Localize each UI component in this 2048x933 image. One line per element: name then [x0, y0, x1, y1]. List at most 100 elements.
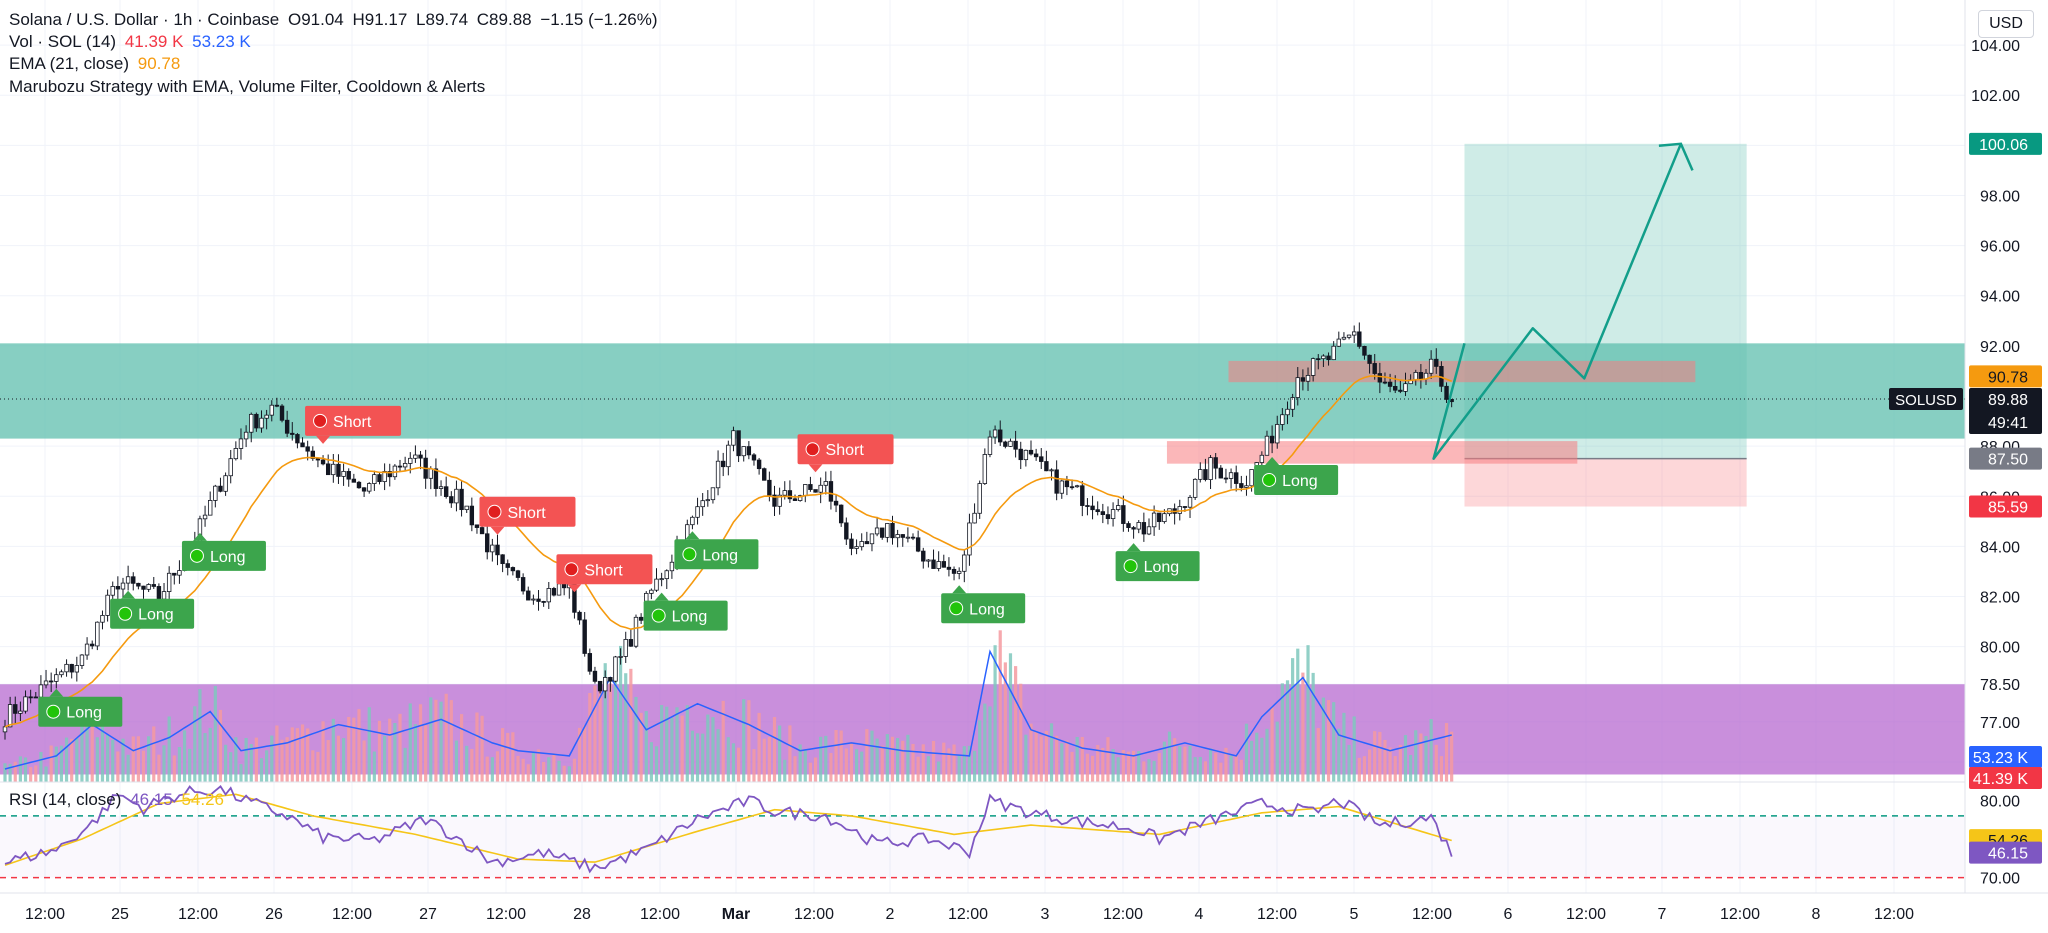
candle [438, 486, 444, 489]
volume-bar [1306, 645, 1310, 782]
volume-bar [116, 751, 120, 782]
green-dot-icon [1123, 559, 1138, 574]
volume-legend[interactable]: Vol · SOL (14) 41.39 K 53.23 K [9, 32, 255, 52]
volume-bar [1280, 683, 1284, 782]
signal-long[interactable]: Long [643, 592, 728, 631]
green-dot-icon [682, 547, 697, 562]
candle [838, 504, 844, 524]
signal-long[interactable]: Long [674, 531, 759, 570]
candle [1069, 486, 1075, 489]
candle [490, 544, 495, 553]
volume-bar [459, 714, 464, 782]
candle [1213, 457, 1218, 469]
candle [767, 479, 772, 496]
price-tag: 87.50 [1969, 447, 2042, 470]
candle [664, 570, 669, 580]
candle [905, 536, 911, 539]
volume-bar [270, 735, 274, 782]
candle [428, 468, 433, 479]
volume-bar [957, 754, 961, 782]
signal-long[interactable]: Long [1254, 456, 1339, 495]
time-axis[interactable]: 12:00 25 12:00 26 12:00 27 12:00 28 12:00 Mar 12:0… [0, 892, 2048, 923]
volume-bar [813, 757, 818, 782]
symbol-tag: SOLUSD [1889, 387, 1963, 410]
signal-short[interactable]: Short [479, 496, 576, 535]
volume-bar [413, 724, 417, 782]
volume-bar [352, 717, 356, 782]
price-tag-bg [1969, 365, 2042, 388]
green-dot-icon [1262, 472, 1277, 487]
rsi-legend[interactable]: RSI (14, close) 46.15 54.26 [9, 790, 228, 810]
candle [1157, 512, 1162, 523]
candle [1346, 334, 1352, 338]
long-position-profit[interactable] [1464, 143, 1747, 459]
candle [43, 680, 49, 686]
volume-bar [583, 725, 587, 782]
signal-short[interactable]: Short [797, 434, 894, 473]
currency-button[interactable]: USD [1978, 10, 2034, 38]
volume-bar [75, 738, 79, 782]
rsi-ma-value: 54.26 [181, 790, 224, 809]
candle [823, 481, 828, 486]
signal-short[interactable]: Short [556, 554, 653, 593]
volume-bar [249, 744, 253, 782]
price-tag-text: 100.06 [1979, 137, 2028, 154]
candle [1208, 457, 1213, 480]
entry-box[interactable] [1166, 441, 1578, 464]
candle [233, 448, 239, 460]
time-tick-label: 12:00 [1720, 906, 1760, 923]
strategy-label: Marubozu Strategy with EMA, Volume Filte… [9, 77, 486, 96]
candle [787, 490, 793, 500]
long-position-loss[interactable] [1464, 458, 1747, 507]
volume-bar [1019, 683, 1023, 782]
candle [13, 704, 18, 714]
volume-bar [275, 725, 279, 782]
signal-long[interactable]: Long [181, 532, 266, 571]
signal-long[interactable]: Long [1115, 543, 1200, 582]
signal-long[interactable]: Long [110, 590, 195, 629]
candle [500, 554, 505, 565]
candle [510, 567, 516, 572]
volume-bar [1403, 735, 1408, 782]
candle [1244, 485, 1249, 488]
candle [782, 490, 787, 496]
candle [408, 457, 413, 464]
candle [105, 594, 110, 616]
volume-bar [526, 764, 530, 782]
signal-label-box [305, 405, 402, 436]
candle [223, 475, 228, 492]
candle [218, 485, 223, 492]
signal-short[interactable]: Short [305, 405, 402, 444]
candle [1013, 440, 1018, 450]
volume-bar [208, 727, 212, 782]
candle [520, 577, 526, 592]
candle [1085, 505, 1090, 507]
price-tag: 41.39 K [1969, 767, 2042, 789]
rsi-tag-text: 46.15 [1988, 846, 2028, 863]
volume-bar [706, 714, 710, 782]
price-tag-bg [1969, 132, 2042, 155]
green-dot-icon [949, 601, 964, 616]
signal-long[interactable]: Long [941, 585, 1026, 624]
resistance-box[interactable] [1228, 360, 1696, 383]
candle [946, 566, 952, 570]
ema-legend[interactable]: EMA (21, close) 90.78 [9, 54, 184, 74]
candle [762, 468, 767, 481]
green-dot-icon [46, 704, 61, 719]
candle [962, 554, 967, 572]
candle [654, 578, 659, 591]
symbol-title[interactable]: Solana / U.S. Dollar · 1h · Coinbase [9, 10, 280, 29]
volume-bar [95, 737, 99, 782]
signal-long[interactable]: Long [38, 688, 123, 727]
price-tick-label: 84.00 [1980, 539, 2020, 556]
candle [792, 498, 798, 501]
volume-bar [336, 735, 341, 782]
projection-path[interactable] [1432, 143, 1683, 460]
rsi-band [0, 815, 1965, 878]
strategy-legend[interactable]: Marubozu Strategy with EMA, Volume Filte… [9, 77, 489, 97]
volume-bar [429, 697, 433, 782]
candle [1413, 372, 1418, 381]
price-axis[interactable]: 104.00102.00100.0098.0096.0094.0092.0090… [1964, 0, 2048, 893]
candle [972, 512, 977, 524]
